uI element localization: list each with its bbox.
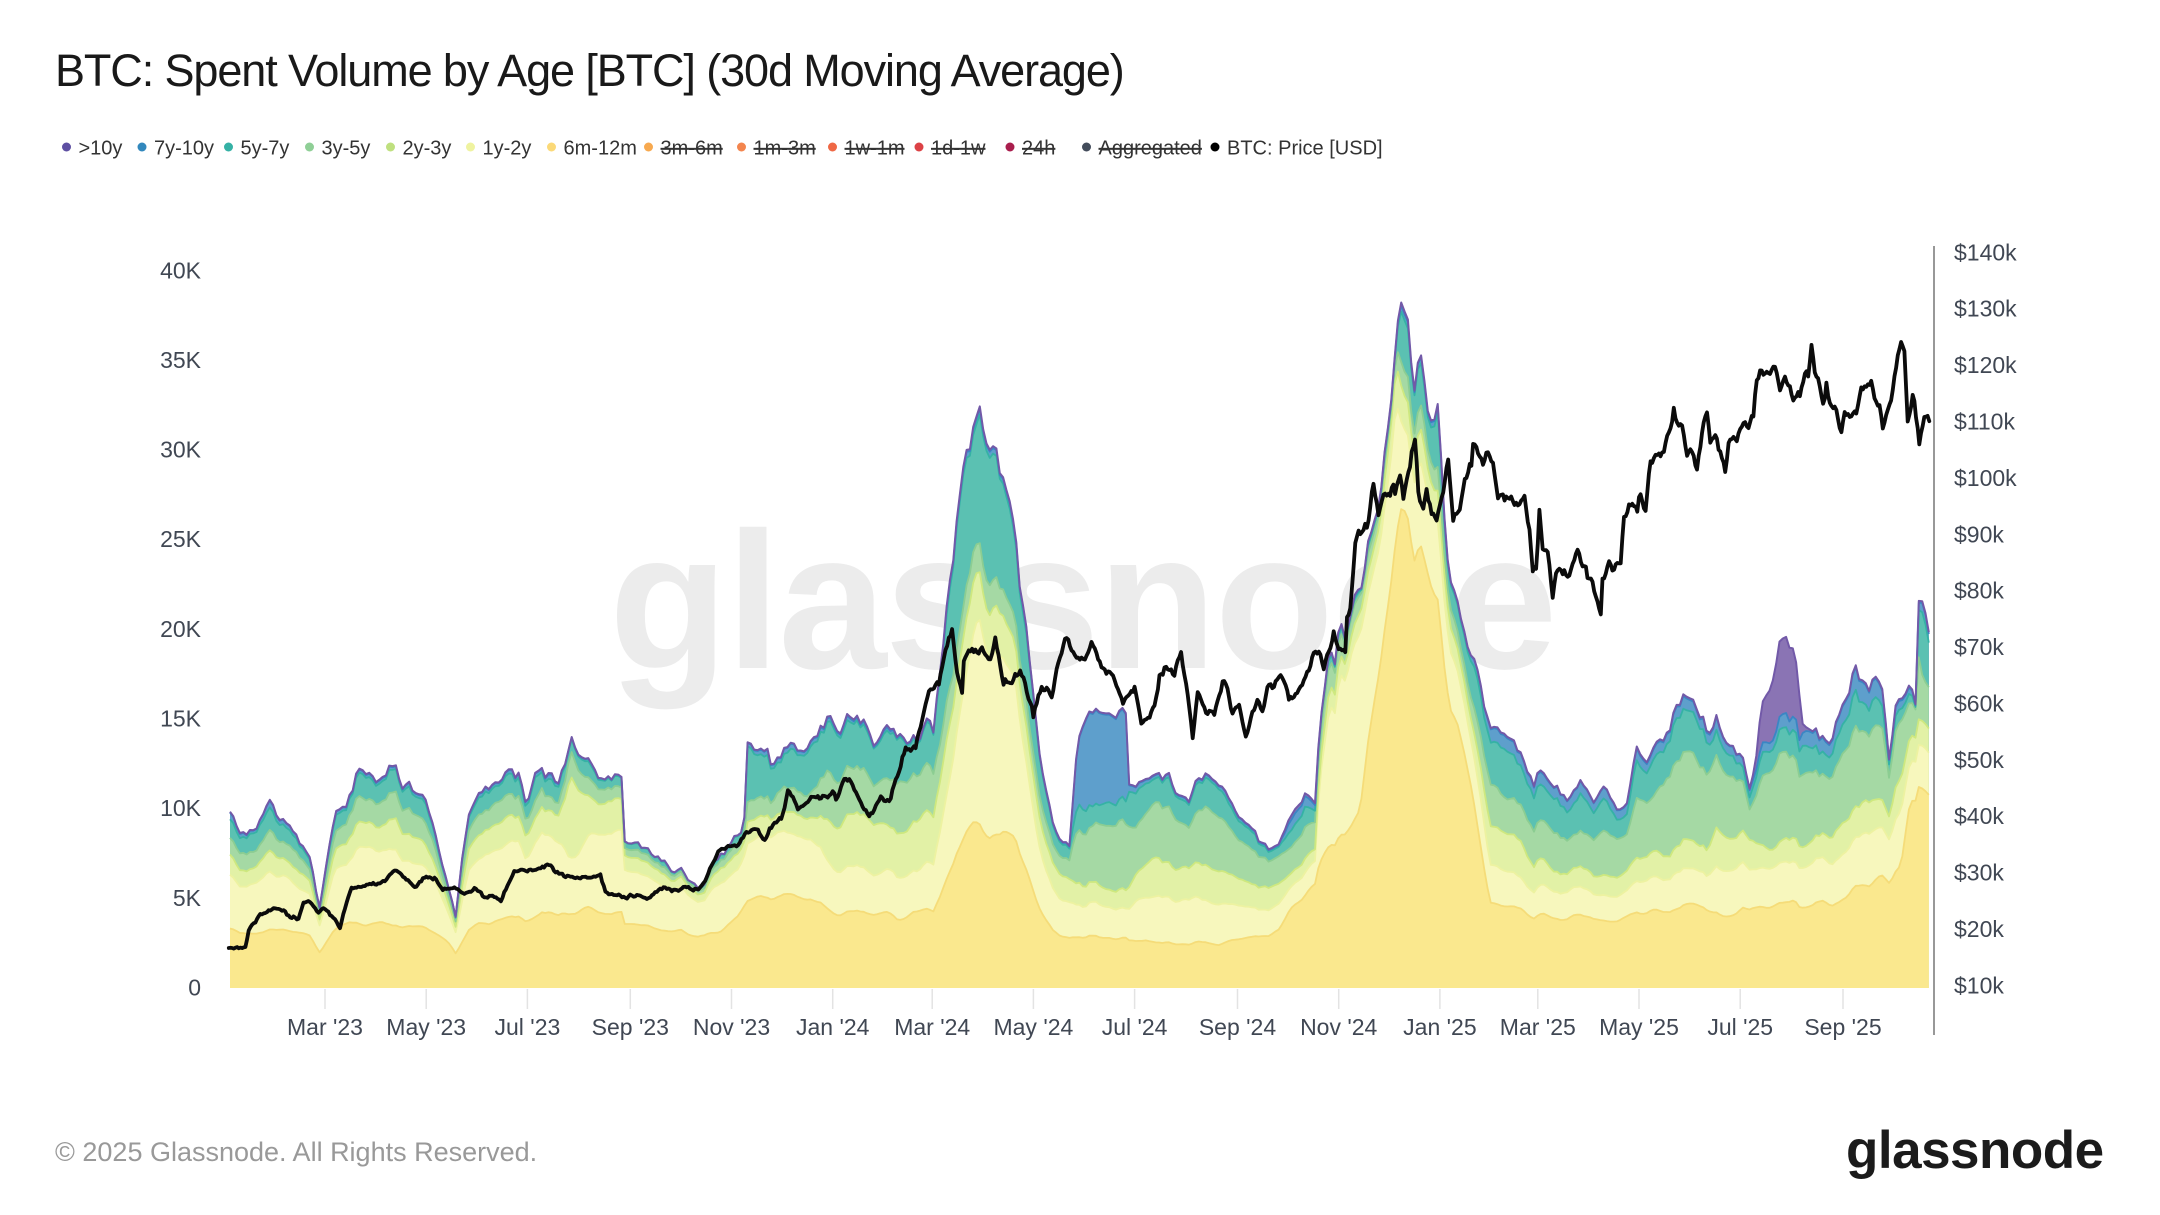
svg-text:Jan '24: Jan '24 (796, 1014, 870, 1040)
svg-text:3m-6m: 3m-6m (661, 138, 723, 160)
svg-text:glassnode: glassnode (1846, 1121, 2104, 1180)
svg-text:$40k: $40k (1954, 803, 2004, 829)
svg-text:Nov '24: Nov '24 (1300, 1014, 1377, 1040)
svg-text:$80k: $80k (1954, 578, 2004, 604)
svg-text:$20k: $20k (1954, 916, 2004, 942)
svg-text:May '25: May '25 (1599, 1014, 1679, 1040)
svg-text:10K: 10K (160, 795, 202, 821)
svg-text:Jul '25: Jul '25 (1707, 1014, 1773, 1040)
svg-text:35K: 35K (160, 347, 202, 373)
svg-text:1w-1m: 1w-1m (845, 138, 905, 160)
svg-text:1m-3m: 1m-3m (754, 138, 816, 160)
svg-text:20K: 20K (160, 616, 202, 642)
svg-text:24h: 24h (1022, 138, 1055, 160)
svg-text:$50k: $50k (1954, 747, 2004, 773)
svg-text:$10k: $10k (1954, 972, 2004, 998)
svg-text:$70k: $70k (1954, 634, 2004, 660)
svg-text:1y-2y: 1y-2y (483, 138, 532, 160)
svg-text:$120k: $120k (1954, 352, 2017, 378)
svg-text:0: 0 (188, 975, 201, 1001)
svg-text:May '24: May '24 (993, 1014, 1073, 1040)
svg-text:3y-5y: 3y-5y (322, 138, 371, 160)
svg-text:Jul '23: Jul '23 (495, 1014, 561, 1040)
svg-text:Sep '23: Sep '23 (592, 1014, 669, 1040)
svg-text:1d-1w: 1d-1w (931, 138, 986, 160)
svg-text:Mar '25: Mar '25 (1500, 1014, 1576, 1040)
svg-text:$140k: $140k (1954, 239, 2017, 265)
svg-text:5K: 5K (173, 885, 202, 911)
svg-text:15K: 15K (160, 706, 202, 732)
svg-text:$110k: $110k (1954, 409, 2015, 435)
svg-text:30K: 30K (160, 437, 202, 463)
svg-text:Jul '24: Jul '24 (1102, 1014, 1168, 1040)
svg-text:May '23: May '23 (386, 1014, 466, 1040)
svg-text:$30k: $30k (1954, 860, 2004, 886)
svg-text:$60k: $60k (1954, 690, 2004, 716)
svg-text:$130k: $130k (1954, 296, 2017, 322)
svg-text:Nov '23: Nov '23 (693, 1014, 770, 1040)
svg-text:40K: 40K (160, 257, 202, 283)
svg-text:Sep '24: Sep '24 (1199, 1014, 1276, 1040)
svg-text:$90k: $90k (1954, 521, 2004, 547)
svg-text:Mar '24: Mar '24 (894, 1014, 970, 1040)
svg-text:Aggregated: Aggregated (1099, 138, 1202, 160)
svg-text:Sep '25: Sep '25 (1804, 1014, 1881, 1040)
svg-text:5y-7y: 5y-7y (241, 138, 290, 160)
svg-text:25K: 25K (160, 526, 202, 552)
svg-text:Mar '23: Mar '23 (287, 1014, 363, 1040)
svg-text:$100k: $100k (1954, 465, 2017, 491)
svg-text:BTC: Spent Volume by Age [BTC]: BTC: Spent Volume by Age [BTC] (30d Movi… (55, 45, 1124, 96)
svg-text:BTC: Price [USD]: BTC: Price [USD] (1227, 138, 1383, 160)
svg-text:© 2025 Glassnode. All Rights R: © 2025 Glassnode. All Rights Reserved. (55, 1137, 537, 1167)
svg-text:7y-10y: 7y-10y (154, 138, 214, 160)
svg-text:6m-12m: 6m-12m (564, 138, 637, 160)
svg-text:Jan '25: Jan '25 (1403, 1014, 1476, 1040)
svg-text:2y-3y: 2y-3y (403, 138, 452, 160)
svg-text:>10y: >10y (79, 138, 123, 160)
